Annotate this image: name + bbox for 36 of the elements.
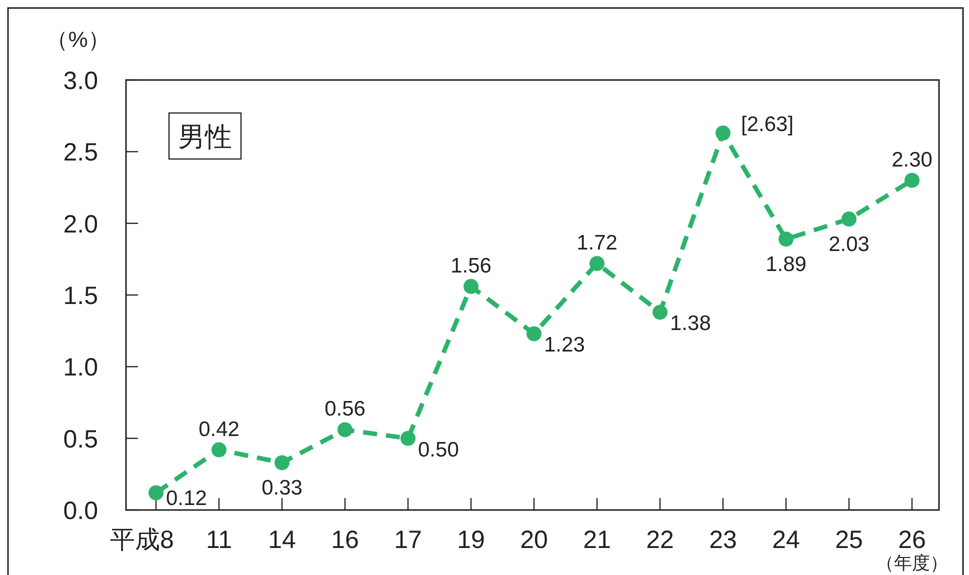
x-tick-label: 26 xyxy=(898,526,926,554)
data-label: 1.23 xyxy=(544,334,585,357)
data-label: 1.72 xyxy=(576,231,618,254)
x-tick-label: 平成8 xyxy=(110,526,174,554)
data-label: 0.42 xyxy=(198,418,240,441)
x-tick-label: 24 xyxy=(772,526,800,554)
text: 男性 xyxy=(178,122,232,152)
x-tick-label: 14 xyxy=(268,526,296,554)
x-tick-label: 11 xyxy=(206,526,232,554)
data-label: 0.12 xyxy=(166,486,207,510)
x-tick-label: 25 xyxy=(835,526,863,554)
text: 0.0 xyxy=(63,497,98,525)
data-label: 1.38 xyxy=(670,312,711,336)
data-label: 0.33 xyxy=(262,476,302,500)
x-tick-label: 16 xyxy=(331,526,359,554)
data-label: 2.30 xyxy=(892,148,932,172)
x-tick-label: 19 xyxy=(457,526,485,554)
x-tick-label: 22 xyxy=(646,526,674,554)
x-tick-label: 21 xyxy=(583,526,611,554)
x-tick-label: 17 xyxy=(394,526,422,554)
text: 0.5 xyxy=(63,425,98,454)
data-label: 1.56 xyxy=(450,254,492,278)
text: 2.5 xyxy=(63,138,98,167)
data-label: 0.50 xyxy=(418,438,459,462)
data-label: 1.89 xyxy=(766,253,806,276)
text: 3.0 xyxy=(63,67,98,95)
x-tick-label: 23 xyxy=(709,526,737,554)
data-label: [2.63] xyxy=(741,113,794,136)
text: 2.0 xyxy=(63,210,98,238)
x-axis-title: （年度） xyxy=(876,553,948,573)
data-label: 0.56 xyxy=(324,398,366,421)
text: 1.0 xyxy=(63,354,98,382)
data-label: 2.03 xyxy=(828,233,870,256)
y-axis-title: （%） xyxy=(46,27,110,52)
x-tick-label: 20 xyxy=(520,526,548,554)
text: 1.5 xyxy=(63,282,98,310)
